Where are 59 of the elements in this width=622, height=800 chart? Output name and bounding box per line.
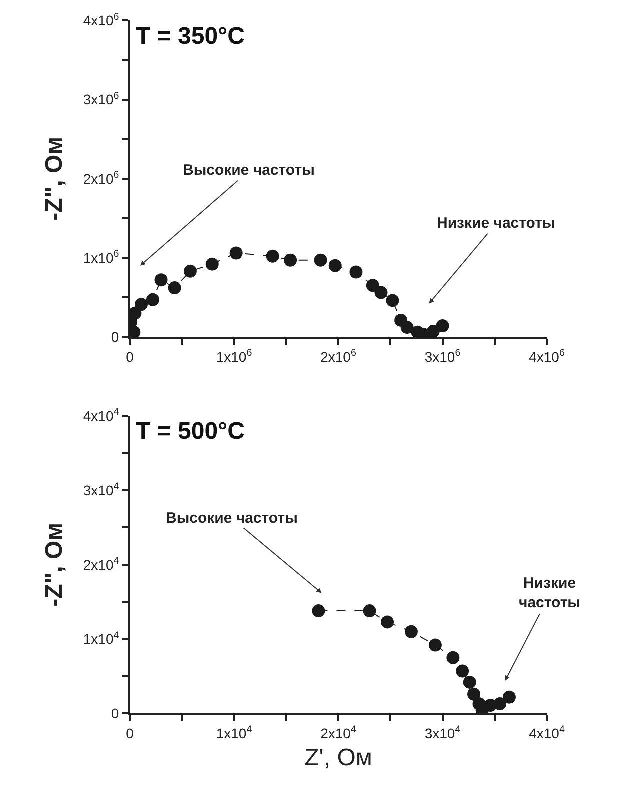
y-tick-label: 4x10$^{4}$ xyxy=(83,407,120,424)
point xyxy=(328,259,342,272)
y-tick-label: 2x10$^{6}$ xyxy=(83,170,120,187)
x-tick-label: 0 xyxy=(126,726,134,742)
point xyxy=(468,688,481,701)
x-tick-label: 2x10$^{4}$ xyxy=(320,724,357,742)
point xyxy=(366,279,380,292)
point xyxy=(502,690,516,704)
x-tick-label: 4x10$^{4}$ xyxy=(529,724,566,742)
y-tick-label: 1x10$^{4}$ xyxy=(83,630,120,648)
y-tick-label: 1x10$^{6}$ xyxy=(83,249,120,266)
chart-title: T = 350°C xyxy=(136,23,245,50)
point xyxy=(428,638,442,652)
point xyxy=(206,258,219,271)
point xyxy=(436,320,450,332)
point xyxy=(404,625,418,638)
annotation: Низкие частоты xyxy=(437,215,556,232)
point xyxy=(400,321,414,334)
point xyxy=(146,293,160,306)
y-axis-title: -Z", Ом xyxy=(40,523,68,607)
point xyxy=(168,282,182,295)
point xyxy=(426,325,440,338)
annotation: Высокие частоты xyxy=(183,162,315,179)
annotation: Высокие частоты xyxy=(166,510,298,527)
point xyxy=(230,246,243,260)
point xyxy=(363,604,376,618)
x-axis-title: Z', Ом xyxy=(304,744,372,772)
point xyxy=(374,286,388,300)
point xyxy=(350,266,363,279)
point xyxy=(266,250,280,263)
point xyxy=(463,676,476,689)
point xyxy=(494,698,507,711)
y-axis-title: -Z", Ом xyxy=(40,137,68,221)
point xyxy=(386,294,400,308)
chart-title: T = 500°C xyxy=(136,418,245,445)
y-tick-label: 0 xyxy=(111,706,120,722)
point xyxy=(130,306,142,320)
y-tick-label: 3x10$^{6}$ xyxy=(83,90,120,108)
point xyxy=(184,264,197,278)
point xyxy=(456,664,470,678)
y-tick-label: 0 xyxy=(111,328,120,345)
x-tick-label: 0 xyxy=(126,348,134,365)
point xyxy=(154,274,168,287)
point xyxy=(446,651,460,664)
x-tick-label: 3x10$^{6}$ xyxy=(424,348,462,365)
x-tick-label: 1x10$^{4}$ xyxy=(216,724,253,742)
x-tick-label: 4x10$^{6}$ xyxy=(529,348,566,365)
point xyxy=(284,254,298,267)
point xyxy=(134,298,148,312)
y-tick-label: 2x10$^{4}$ xyxy=(83,556,120,573)
annotation: Низкие частоты xyxy=(519,575,580,612)
point xyxy=(314,254,328,267)
point xyxy=(312,604,326,618)
y-tick-label: 3x10$^{4}$ xyxy=(83,482,120,498)
x-tick-label: 3x10$^{4}$ xyxy=(424,724,462,742)
x-tick-label: 2x10$^{6}$ xyxy=(320,348,357,365)
x-tick-label: 1x10$^{6}$ xyxy=(216,348,253,365)
point xyxy=(381,616,394,629)
y-tick-label: 4x10$^{6}$ xyxy=(83,12,120,29)
